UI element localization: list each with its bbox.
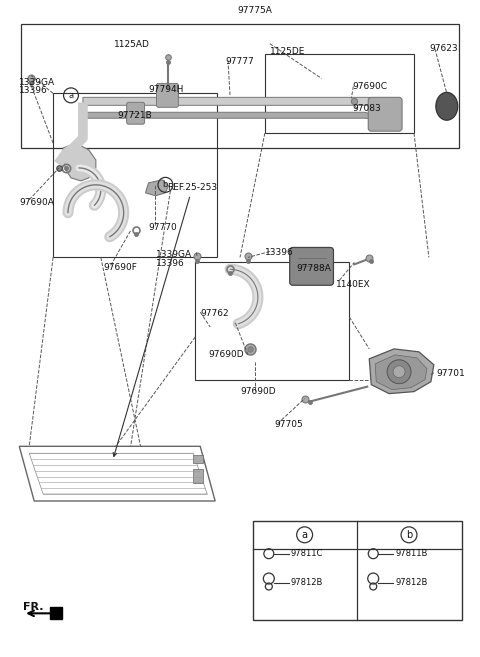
Text: FR.: FR. [23,602,44,612]
Circle shape [387,360,411,384]
Text: 97690C: 97690C [352,82,387,91]
Text: 97701: 97701 [437,369,466,378]
Text: 1339GA: 1339GA [19,78,55,87]
Text: 1125DE: 1125DE [270,47,305,56]
Text: b: b [163,180,168,189]
Text: 97812B: 97812B [291,578,323,587]
Text: 1339GA: 1339GA [156,250,192,259]
Text: 97777: 97777 [225,57,254,66]
Text: b: b [406,530,412,540]
Bar [193,469,203,483]
Text: 97690F: 97690F [104,263,138,272]
Bar [195,262,349,380]
Text: 97623: 97623 [429,44,457,53]
Text: a: a [301,530,308,540]
Bar [53,93,217,258]
Text: 97705: 97705 [275,420,303,429]
Text: REF.25-253: REF.25-253 [113,183,217,457]
FancyBboxPatch shape [127,102,144,124]
Text: 1140EX: 1140EX [336,280,371,289]
Ellipse shape [436,93,458,120]
Bar [265,54,414,133]
Text: a: a [69,91,73,100]
Polygon shape [369,349,434,394]
FancyBboxPatch shape [368,97,402,131]
Text: 97788A: 97788A [297,264,332,273]
Text: 13396: 13396 [156,259,184,268]
Text: 97812B: 97812B [395,578,428,587]
Text: 97794H: 97794H [148,85,184,94]
Polygon shape [375,355,427,390]
Text: 97690D: 97690D [240,387,276,396]
Text: 97811C: 97811C [291,549,323,558]
Text: 97721B: 97721B [118,111,153,120]
Bar [21,24,459,148]
Polygon shape [83,97,399,107]
Polygon shape [63,143,96,181]
Text: 97775A: 97775A [238,7,272,15]
Text: 13396: 13396 [265,248,294,257]
Text: 13396: 13396 [19,86,48,95]
Text: 97690A: 97690A [19,198,54,207]
Text: 97690D: 97690D [208,350,244,359]
Bar [253,521,462,620]
Text: 1125AD: 1125AD [114,40,150,49]
Circle shape [393,366,405,378]
Text: 97811B: 97811B [395,549,428,558]
FancyBboxPatch shape [290,248,334,285]
Text: 97770: 97770 [148,223,177,232]
Text: 97762: 97762 [200,309,229,317]
Text: 97083: 97083 [352,104,381,113]
Polygon shape [145,180,168,196]
Polygon shape [83,112,392,120]
Bar [193,455,203,463]
FancyBboxPatch shape [156,83,179,107]
